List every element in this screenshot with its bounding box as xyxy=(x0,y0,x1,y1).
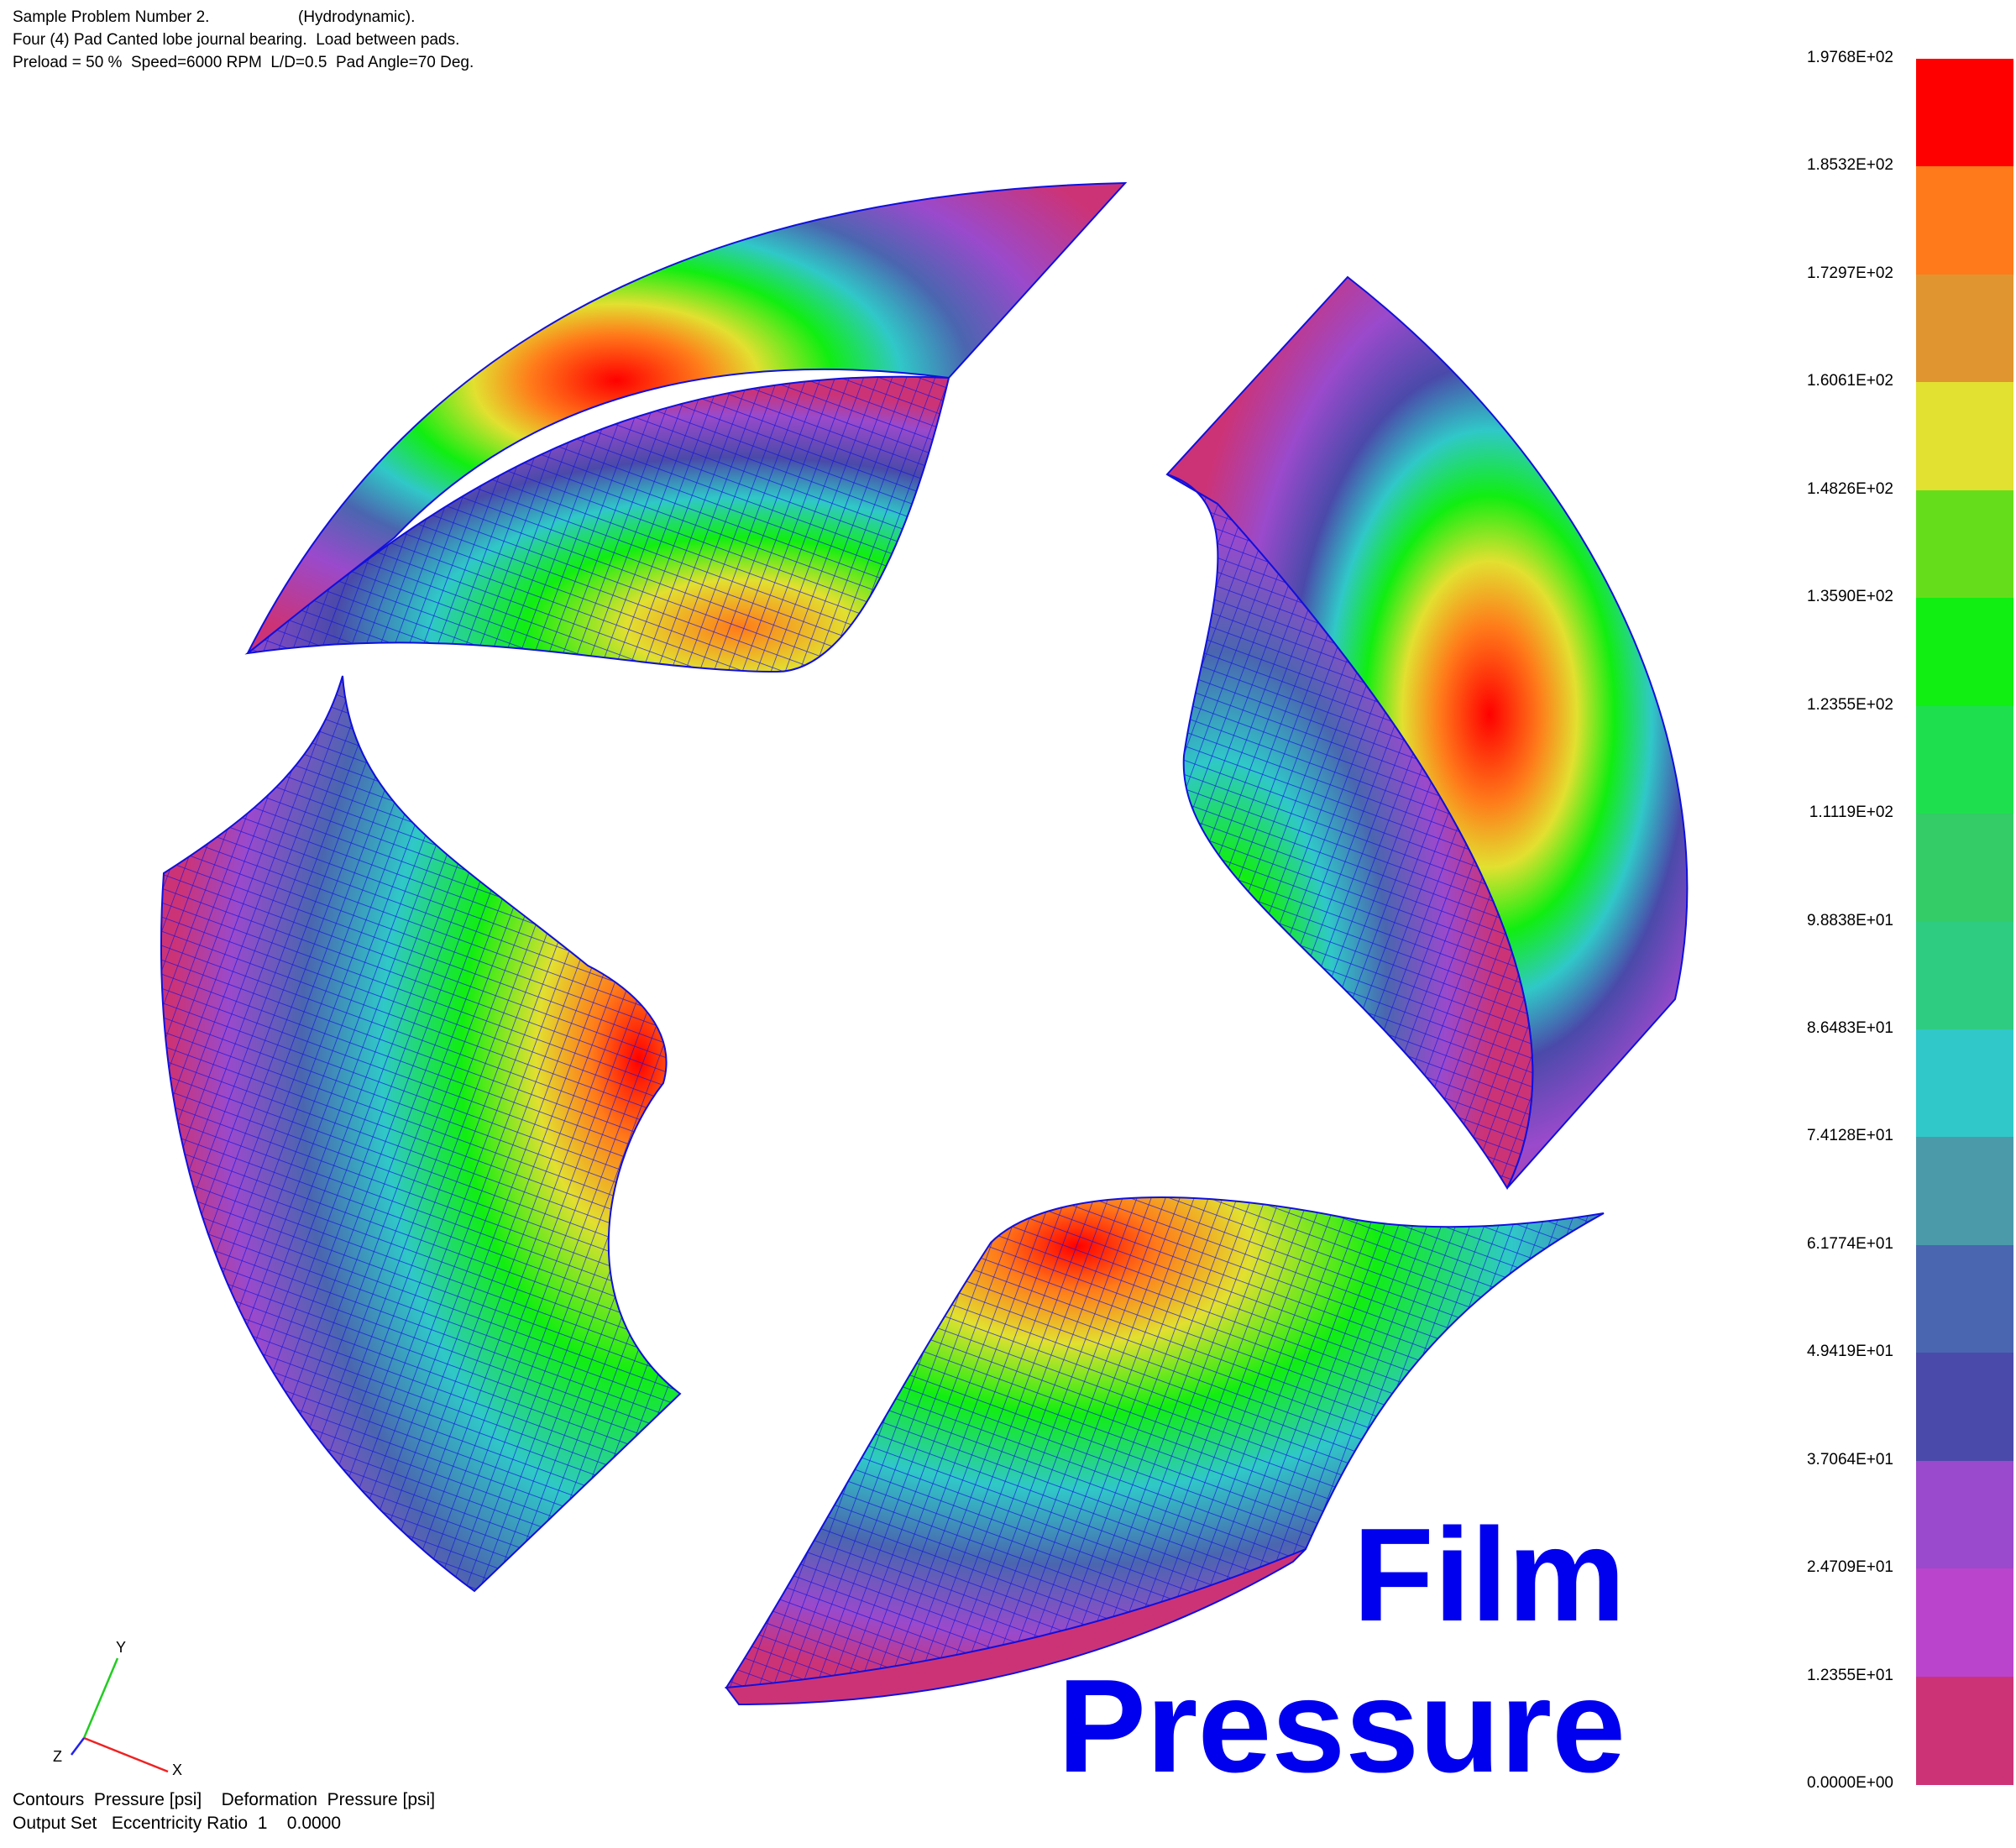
footer-line-1: Contours Pressure [psi] Deformation Pres… xyxy=(13,1790,436,1809)
header-line-1: Sample Problem Number 2. (Hydrodynamic). xyxy=(13,8,416,26)
pad-bottom xyxy=(725,1196,1605,1706)
header-line-2: Four (4) Pad Canted lobe journal bearing… xyxy=(13,31,460,49)
legend-band xyxy=(1916,59,2013,168)
legend-band xyxy=(1916,1568,2013,1678)
legend-label: 7.4128E+01 xyxy=(1806,1127,1893,1145)
legend-label: 1.1119E+02 xyxy=(1809,804,1893,822)
legend-band xyxy=(1916,489,2013,599)
axis-triad: Y X Z xyxy=(53,1639,182,1778)
triad-z-axis xyxy=(71,1737,85,1756)
legend-band xyxy=(1916,166,2013,275)
pad-top xyxy=(244,181,1128,673)
pressure-title: Pressure xyxy=(1057,1652,1626,1800)
legend-label: 2.4709E+01 xyxy=(1806,1558,1893,1577)
legend-band xyxy=(1916,921,2013,1030)
legend-label: 1.6061E+02 xyxy=(1806,372,1893,390)
legend-band xyxy=(1916,1460,2013,1570)
legend-label: 8.6483E+01 xyxy=(1806,1018,1893,1037)
legend-band xyxy=(1916,814,2013,923)
film-title: Film xyxy=(1353,1501,1626,1649)
color-legend xyxy=(1916,59,2013,1785)
legend-label: 1.2355E+02 xyxy=(1806,695,1893,714)
legend-label: 6.1774E+01 xyxy=(1806,1234,1893,1253)
triad-x-axis xyxy=(83,1736,169,1773)
legend-label: 3.7064E+01 xyxy=(1806,1450,1893,1468)
footer-line-2: Output Set Eccentricity Ratio 1 0.0000 xyxy=(13,1814,342,1833)
pad-left xyxy=(160,675,682,1593)
legend-band xyxy=(1916,705,2013,815)
legend-band xyxy=(1916,1676,2013,1785)
pad-top-contour-surface xyxy=(247,181,1128,654)
legend-label: 1.3590E+02 xyxy=(1806,588,1893,606)
pad-right xyxy=(1165,275,1689,1191)
legend-label: 1.8532E+02 xyxy=(1806,156,1893,175)
legend-band xyxy=(1916,1137,2013,1246)
header-line-3: Preload = 50 % Speed=6000 RPM L/D=0.5 Pa… xyxy=(13,54,474,71)
legend-band xyxy=(1916,1244,2013,1354)
legend-label: 1.4826E+02 xyxy=(1806,479,1893,498)
legend-band xyxy=(1916,382,2013,491)
legend-label: 0.0000E+00 xyxy=(1806,1774,1893,1792)
legend-label: 1.2355E+01 xyxy=(1806,1666,1893,1684)
triad-z-label: Z xyxy=(53,1748,62,1765)
legend-band xyxy=(1916,598,2013,707)
legend-label: 9.8838E+01 xyxy=(1806,911,1893,929)
triad-y-axis xyxy=(82,1657,119,1739)
triad-y-label: Y xyxy=(116,1639,126,1656)
legend-band xyxy=(1916,1029,2013,1139)
legend-band xyxy=(1916,1353,2013,1462)
legend-band xyxy=(1916,274,2013,384)
legend-label: 4.9419E+01 xyxy=(1806,1343,1893,1361)
triad-x-label: X xyxy=(172,1762,182,1778)
legend-label: 1.7297E+02 xyxy=(1806,264,1893,282)
legend-label: 1.9768E+02 xyxy=(1806,49,1893,66)
